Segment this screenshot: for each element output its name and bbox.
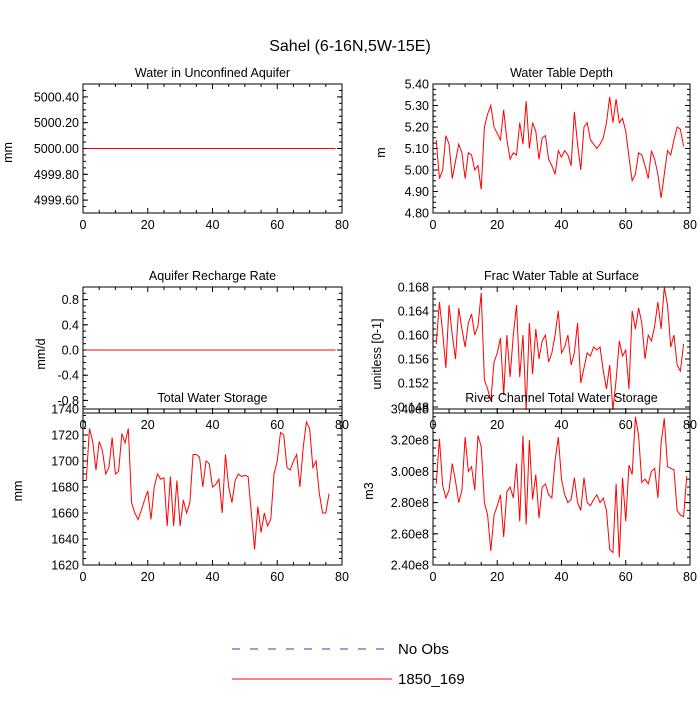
water-table-depth-xtick-label: 0 xyxy=(430,218,437,232)
recharge-rate-ytick-label: -0.4 xyxy=(57,369,79,383)
frac-water-table-ylabel: unitless [0-1] xyxy=(370,319,384,390)
frac-water-table-title: Frac Water Table at Surface xyxy=(484,269,639,283)
aquifer-water-xtick-label: 80 xyxy=(335,218,349,232)
aquifer-water-ytick-label: 4999.60 xyxy=(34,194,79,208)
total-water-storage-xtick-label: 80 xyxy=(335,570,349,584)
water-table-depth-ytick-label: 5.10 xyxy=(405,142,429,156)
frac-water-table-ytick-label: 0.168 xyxy=(398,281,429,295)
water-table-depth-xtick-label: 40 xyxy=(555,218,569,232)
frac-water-table-ytick-label: 0.148 xyxy=(398,401,429,415)
water-table-depth-series-line xyxy=(435,96,685,199)
aquifer-water-ylabel: mm xyxy=(1,142,15,163)
aquifer-water-plot-frame xyxy=(82,83,343,214)
total-water-storage-ytick-label: 1680 xyxy=(51,481,79,495)
recharge-rate-ytick-label: -0.8 xyxy=(57,394,79,408)
aquifer-water-ytick-label: 4999.80 xyxy=(34,168,79,182)
water-table-depth-xtick-label: 20 xyxy=(490,218,504,232)
frac-water-table-ytick-label: 0.160 xyxy=(398,329,429,343)
water-table-depth-xtick-label: 80 xyxy=(683,218,697,232)
water-table-depth-title: Water Table Depth xyxy=(510,66,613,80)
total-water-storage-series-line xyxy=(85,420,330,550)
aquifer-water-xtick-label: 0 xyxy=(80,218,87,232)
figure-title: Sahel (6-16N,5W-15E) xyxy=(269,38,431,55)
water-table-depth-ytick-label: 5.20 xyxy=(405,121,429,135)
frac-water-table-ytick-label: 0.156 xyxy=(398,353,429,367)
water-table-depth-ytick-label: 4.90 xyxy=(405,185,429,199)
frac-water-table-ytick-label: 0.152 xyxy=(398,377,429,391)
total-water-storage-title: Total Water Storage xyxy=(157,391,267,405)
water-table-depth-ytick-label: 5.40 xyxy=(405,78,429,92)
total-water-storage-xtick-label: 40 xyxy=(206,570,220,584)
water-table-depth-panel: Water Table Depth m 0 20 40 60 80 4.80 4.90 5.00 5… xyxy=(374,66,697,232)
water-table-depth-xtick-label: 60 xyxy=(619,218,633,232)
water-table-depth-ytick-label: 5.30 xyxy=(405,99,429,113)
recharge-rate-xtick-label: 20 xyxy=(141,418,155,432)
river-channel-storage-xtick-label: 20 xyxy=(490,570,504,584)
recharge-rate-title: Aquifer Recharge Rate xyxy=(149,269,276,283)
aquifer-water-xtick-label: 20 xyxy=(141,218,155,232)
river-channel-storage-ytick-label: 2.60e8 xyxy=(391,527,429,541)
aquifer-water-xtick-label: 60 xyxy=(270,218,284,232)
river-channel-storage-ytick-label: 3.00e8 xyxy=(391,465,429,479)
aquifer-water-title: Water in Unconfined Aquifer xyxy=(135,66,290,80)
recharge-rate-ylabel: mm/d xyxy=(34,338,48,369)
total-water-storage-ytick-label: 1740 xyxy=(51,403,79,417)
frac-water-table-ytick-label: 0.164 xyxy=(398,305,429,319)
total-water-storage-plot-frame xyxy=(82,408,343,566)
water-table-depth-ytick-label: 5.00 xyxy=(405,164,429,178)
water-table-depth-plot-frame xyxy=(432,83,691,214)
river-channel-storage-ylabel: m3 xyxy=(362,482,376,499)
water-table-depth-ytick-label: 4.80 xyxy=(405,207,429,221)
total-water-storage-panel: Total Water Storage mm 0 20 40 60 80 1620 1640 16… xyxy=(11,391,349,584)
total-water-storage-ytick-label: 1720 xyxy=(51,429,79,443)
river-channel-storage-title: River Channel Total Water Storage xyxy=(465,391,658,405)
frac-water-table-xtick-label: 20 xyxy=(490,418,504,432)
total-water-storage-ytick-label: 1640 xyxy=(51,533,79,547)
recharge-rate-ytick-label: 0.0 xyxy=(62,344,79,358)
total-water-storage-ytick-label: 1620 xyxy=(51,559,79,573)
river-channel-storage-xtick-label: 40 xyxy=(555,570,569,584)
aquifer-water-ytick-label: 5000.40 xyxy=(34,90,79,104)
total-water-storage-ylabel: mm xyxy=(11,481,25,502)
total-water-storage-xtick-label: 60 xyxy=(270,570,284,584)
river-channel-storage-ytick-label: 2.40e8 xyxy=(391,559,429,573)
aquifer-water-xtick-label: 40 xyxy=(206,218,220,232)
river-channel-storage-ytick-label: 2.80e8 xyxy=(391,496,429,510)
total-water-storage-ytick-label: 1700 xyxy=(51,455,79,469)
aquifer-water-ytick-label: 5000.00 xyxy=(34,142,79,156)
legend-label-1850-169: 1850_169 xyxy=(398,671,465,688)
river-channel-storage-ytick-label: 3.20e8 xyxy=(391,434,429,448)
recharge-rate-xtick-label: 60 xyxy=(270,418,284,432)
river-channel-storage-panel: River Channel Total Water Storage m3 0 20 40… xyxy=(362,391,697,584)
river-channel-storage-xtick-label: 80 xyxy=(683,570,697,584)
river-channel-storage-plot-frame xyxy=(432,408,691,566)
total-water-storage-xtick-label: 20 xyxy=(141,570,155,584)
legend-label-no-obs: No Obs xyxy=(398,641,449,658)
legend: No Obs 1850_169 xyxy=(232,641,465,688)
frac-water-table-xtick-label: 40 xyxy=(555,418,569,432)
total-water-storage-ytick-label: 1660 xyxy=(51,507,79,521)
recharge-rate-ytick-label: 0.4 xyxy=(62,318,79,332)
frac-water-table-xtick-label: 60 xyxy=(619,418,633,432)
water-table-depth-ylabel: m xyxy=(374,147,388,157)
river-channel-storage-series-line xyxy=(435,416,688,558)
recharge-rate-xtick-label: 40 xyxy=(206,418,220,432)
frac-water-table-series-line xyxy=(435,286,685,411)
river-channel-storage-xtick-label: 0 xyxy=(430,570,437,584)
recharge-rate-ytick-label: 0.8 xyxy=(62,293,79,307)
river-channel-storage-ytick-label: 3.40e8 xyxy=(391,403,429,417)
aquifer-water-panel: Water in Unconfined Aquifer mm 0 20 40 60 80 49… xyxy=(1,66,349,232)
total-water-storage-xtick-label: 0 xyxy=(80,570,87,584)
river-channel-storage-xtick-label: 60 xyxy=(619,570,633,584)
aquifer-water-ytick-label: 5000.20 xyxy=(34,116,79,130)
